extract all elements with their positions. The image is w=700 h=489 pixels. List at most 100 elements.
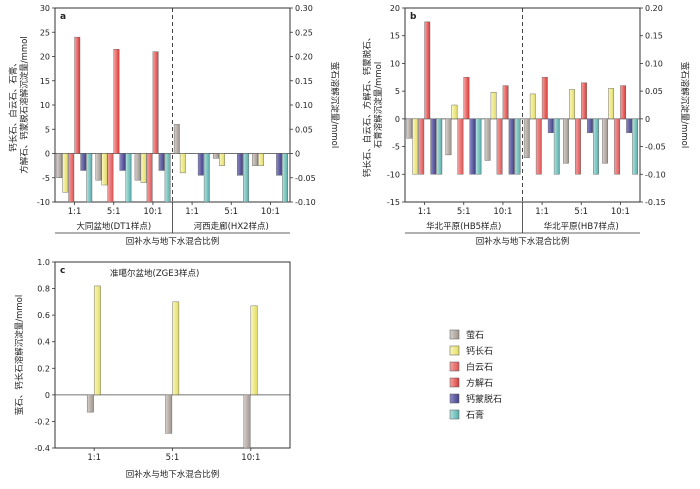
bar-gypsum	[553, 118, 560, 175]
y2-axis-label: 萤石溶解沉淀量/mmol	[329, 62, 340, 149]
legend-label-anorthite: 钙长石	[466, 345, 493, 357]
bar-calcite	[620, 85, 627, 120]
chart-title: 准噶尔盆地(ZGE3样点)	[110, 268, 199, 279]
x-axis-label: 回补水与地下水混合比例	[126, 236, 220, 247]
bar-gypsum	[282, 153, 289, 203]
y-tick-label: 0.4	[37, 338, 50, 347]
y-axis-label: 钙长石、白云石、石膏、	[8, 58, 19, 152]
bar-fluorite	[173, 124, 180, 154]
y2-tick-label: -0.05	[645, 143, 666, 152]
panel-label: a	[60, 12, 66, 22]
y-tick-label: 20	[40, 53, 50, 62]
bar-dolomite	[575, 118, 581, 175]
y2-tick-label: -0.05	[295, 174, 316, 183]
y-tick-label: 0.2	[37, 364, 50, 373]
bar-gypsum	[593, 118, 599, 175]
panel-label: b	[410, 12, 417, 22]
bar-fluorite	[165, 394, 173, 434]
bar-dolomite	[107, 153, 114, 203]
legend-label-fluorite: 萤石	[466, 329, 484, 341]
bar-anorthite	[490, 92, 497, 120]
bar-montmorillonite	[587, 118, 593, 133]
y-tick-label: 0	[395, 115, 400, 124]
y2-tick-label: 0	[295, 150, 300, 159]
bar-fluorite	[563, 118, 569, 164]
y-tick-label: -0.2	[34, 417, 50, 426]
bar-fluorite	[86, 394, 94, 413]
bar-dolomite	[535, 118, 542, 175]
group-label: 华北平原(HB7样点)	[544, 221, 619, 232]
bar-gypsum	[514, 118, 521, 175]
y2-tick-label: 0.05	[295, 125, 313, 134]
y2-tick-label: -0.10	[295, 198, 316, 207]
y2-tick-label: 0.10	[295, 101, 313, 110]
y2-tick-label: 0.15	[295, 77, 313, 86]
bar-dolomite	[418, 118, 425, 175]
bar-anorthite	[140, 153, 147, 183]
x-tick-label: 10:1	[611, 207, 630, 217]
bar-montmorillonite	[508, 118, 515, 175]
x-tick-label: 10:1	[493, 207, 512, 217]
y2-tick-label: 0.30	[295, 4, 313, 13]
bar-fluorite	[523, 118, 530, 158]
x-tick-label: 1:1	[185, 207, 199, 217]
bar-anorthite	[250, 305, 258, 396]
bar-fluorite	[243, 394, 251, 449]
y-tick-label: 5	[45, 125, 50, 134]
bar-anorthite	[172, 301, 180, 396]
y2-tick-label: 0.10	[645, 59, 663, 68]
bar-anorthite	[93, 285, 101, 396]
y2-tick-label: 0.25	[295, 28, 313, 37]
bar-anorthite	[569, 89, 575, 120]
bar-fluorite	[406, 118, 413, 139]
legend-swatch-montmorillonite	[449, 393, 460, 404]
y-tick-label: 10	[40, 101, 50, 110]
bar-calcite	[74, 36, 81, 154]
x-tick-label: 1:1	[87, 453, 101, 463]
bar-gypsum	[203, 153, 210, 203]
legend-label-calcite: 方解石	[466, 377, 493, 389]
legend-label-dolomite: 白云石	[466, 361, 493, 373]
bar-calcite	[502, 85, 509, 120]
y-tick-label: -10	[387, 170, 400, 179]
y-tick-label: 5	[395, 87, 400, 96]
bar-anorthite	[451, 104, 458, 120]
x-tick-label: 10:1	[143, 207, 162, 217]
bar-gypsum	[86, 153, 93, 203]
y-axis-label: 石膏溶解沉淀量/mmol	[373, 62, 384, 149]
bar-anorthite	[62, 153, 69, 193]
y-tick-label: -5	[392, 143, 400, 152]
bar-calcite	[463, 77, 470, 120]
bar-anorthite	[529, 93, 536, 120]
bar-fluorite	[134, 153, 141, 181]
y-axis-label: 钙长石、白云石、方解石、钙蒙脱石、	[362, 33, 373, 178]
legend-label-montmorillonite: 钙蒙脱石	[466, 393, 502, 405]
bar-calcite	[541, 77, 548, 120]
legend-swatch-anorthite	[449, 345, 460, 356]
y-tick-label: 15	[40, 77, 50, 86]
bar-montmorillonite	[469, 118, 476, 175]
bar-anorthite	[179, 153, 186, 174]
x-tick-label: 1:1	[535, 207, 549, 217]
y-tick-label: -10	[37, 198, 50, 207]
bar-montmorillonite	[547, 118, 554, 133]
x-tick-label: 5:1	[107, 207, 121, 217]
bar-calcite	[581, 82, 587, 120]
bar-anorthite	[219, 153, 225, 166]
bar-anorthite	[258, 153, 265, 166]
group-label: 河西走廊(HX2样点)	[194, 221, 269, 232]
bar-montmorillonite	[276, 153, 283, 176]
bar-montmorillonite	[158, 153, 165, 171]
bar-fluorite	[484, 118, 491, 161]
x-tick-label: 10:1	[261, 207, 280, 217]
y-tick-label: 10	[390, 59, 400, 68]
bar-dolomite	[68, 153, 75, 203]
bar-calcite	[113, 49, 120, 154]
bar-dolomite	[146, 153, 153, 203]
legend-swatch-calcite	[449, 377, 460, 388]
y-tick-label: 0	[45, 150, 50, 159]
bar-calcite	[152, 51, 159, 154]
legend-label-gypsum: 石膏	[466, 409, 484, 421]
x-tick-label: 1:1	[418, 207, 432, 217]
